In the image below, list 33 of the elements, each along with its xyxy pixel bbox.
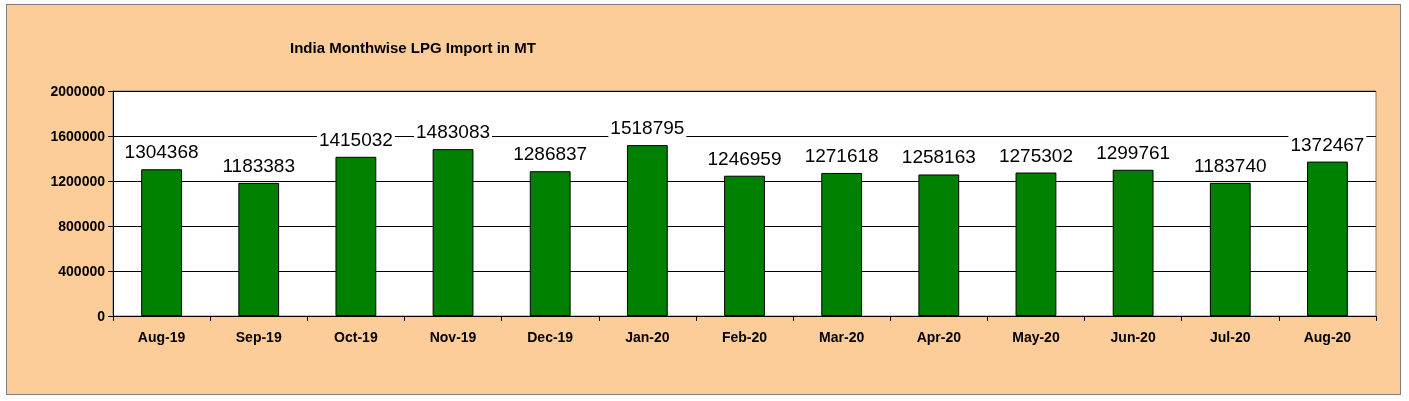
data-label: 1286837	[513, 143, 588, 165]
data-label: 1483083	[416, 121, 491, 143]
data-label: 1183740	[1193, 154, 1267, 176]
data-label: 1304368	[124, 141, 199, 163]
x-tick-label: May-20	[1012, 329, 1060, 345]
x-tick-label: Jan-20	[625, 329, 670, 345]
x-tick-label: Aug-19	[137, 329, 186, 345]
data-label: 1275302	[998, 144, 1073, 166]
data-label: 1518795	[610, 117, 685, 139]
y-tick-label: 0	[97, 308, 106, 324]
chart-title: India Monthwise LPG Import in MT	[290, 39, 536, 56]
y-tick-label: 2000000	[50, 83, 106, 99]
data-label: 1415032	[318, 128, 393, 150]
x-tick-label: Oct-19	[334, 329, 378, 345]
x-tick-label: Jun-20	[1110, 329, 1156, 345]
x-tick-label: Feb-20	[721, 329, 768, 345]
data-label: 1258163	[901, 146, 976, 168]
data-label: 1299761	[1096, 141, 1171, 163]
x-tick-label: Dec-19	[527, 329, 574, 345]
x-tick-label: Apr-20	[916, 329, 962, 345]
x-tick-label: Aug-20	[1303, 329, 1352, 345]
data-label: 1372467	[1290, 133, 1365, 155]
y-tick-label: 1200000	[50, 173, 106, 189]
x-tick-label: Sep-19	[235, 329, 282, 345]
y-tick-label: 800000	[58, 218, 106, 234]
x-tick-label: Mar-20	[819, 329, 865, 345]
x-tick-label: Nov-19	[429, 329, 477, 345]
x-tick-label: Jul-20	[1210, 329, 1251, 345]
data-label: 1246959	[707, 147, 782, 169]
y-tick-label: 1600000	[50, 128, 106, 144]
data-label: 1183383	[222, 154, 296, 176]
data-label: 1271618	[804, 144, 879, 166]
y-tick-label: 400000	[58, 263, 106, 279]
